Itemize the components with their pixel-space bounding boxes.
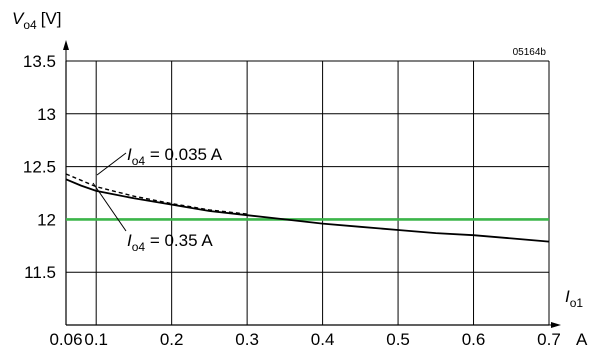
y-axis-title: Vo4 [V] xyxy=(12,9,62,32)
y-tick-label: 12.5 xyxy=(23,158,56,177)
x-tick-label: 0.2 xyxy=(160,330,184,349)
annotation-sub: o4 xyxy=(132,240,146,254)
series-line-dashed xyxy=(65,173,248,215)
x-tick-label: 0.3 xyxy=(235,330,259,349)
annotation-label: Io4 = 0.35 A xyxy=(127,231,213,254)
x-axis-arrow xyxy=(551,322,561,328)
x-tick-label: 0.4 xyxy=(311,330,335,349)
x-axis-var: I xyxy=(565,287,570,306)
series-line-solid xyxy=(65,178,550,243)
grid xyxy=(66,60,550,325)
tick-labels: 0.06 0.1 0.2 0.3 0.4 0.5 0.6 0.7 11.5 12 12.5 13 13.… xyxy=(23,52,561,349)
y-tick-label: 13 xyxy=(37,105,56,124)
x-axis-title: Io1 xyxy=(565,287,583,310)
x-tick-label: 0.7 xyxy=(537,330,561,349)
reference-code: 05164b xyxy=(513,47,547,58)
annotation-leader xyxy=(92,182,127,232)
annotation-value: = 0.35 A xyxy=(145,231,213,250)
x-tick-label: 0.06 xyxy=(49,330,82,349)
plot-frame xyxy=(65,61,550,326)
annotation-label: Io4 = 0.035 A xyxy=(127,145,223,168)
annotation-var: I xyxy=(127,231,132,250)
annotation-sub: o4 xyxy=(132,154,146,168)
x-axis-unit: A xyxy=(576,330,588,349)
x-tick-label: 0.1 xyxy=(84,330,108,349)
annotation-value: = 0.035 A xyxy=(145,145,223,164)
y-axis-arrow xyxy=(63,40,69,50)
y-axis-unit: [V] xyxy=(41,9,62,28)
annotation-var: I xyxy=(127,145,132,164)
y-axis-sub: o4 xyxy=(23,18,37,32)
y-tick-label: 12 xyxy=(37,210,56,229)
x-tick-label: 0.5 xyxy=(386,330,410,349)
y-axis-var: V xyxy=(12,9,25,28)
x-axis-sub: o1 xyxy=(570,296,584,310)
series-group xyxy=(65,173,550,243)
annotation-leader xyxy=(96,152,127,176)
y-tick-label: 13.5 xyxy=(23,52,56,71)
x-tick-label: 0.6 xyxy=(462,330,486,349)
y-tick-label: 11.5 xyxy=(24,263,56,282)
